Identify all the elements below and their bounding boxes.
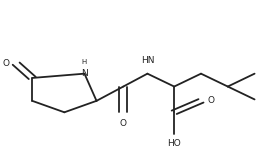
Text: HN: HN xyxy=(141,56,154,65)
Text: H: H xyxy=(82,59,87,65)
Text: HO: HO xyxy=(167,140,181,148)
Text: O: O xyxy=(120,119,127,128)
Text: N: N xyxy=(81,69,88,78)
Text: O: O xyxy=(208,96,215,105)
Text: O: O xyxy=(2,59,9,68)
